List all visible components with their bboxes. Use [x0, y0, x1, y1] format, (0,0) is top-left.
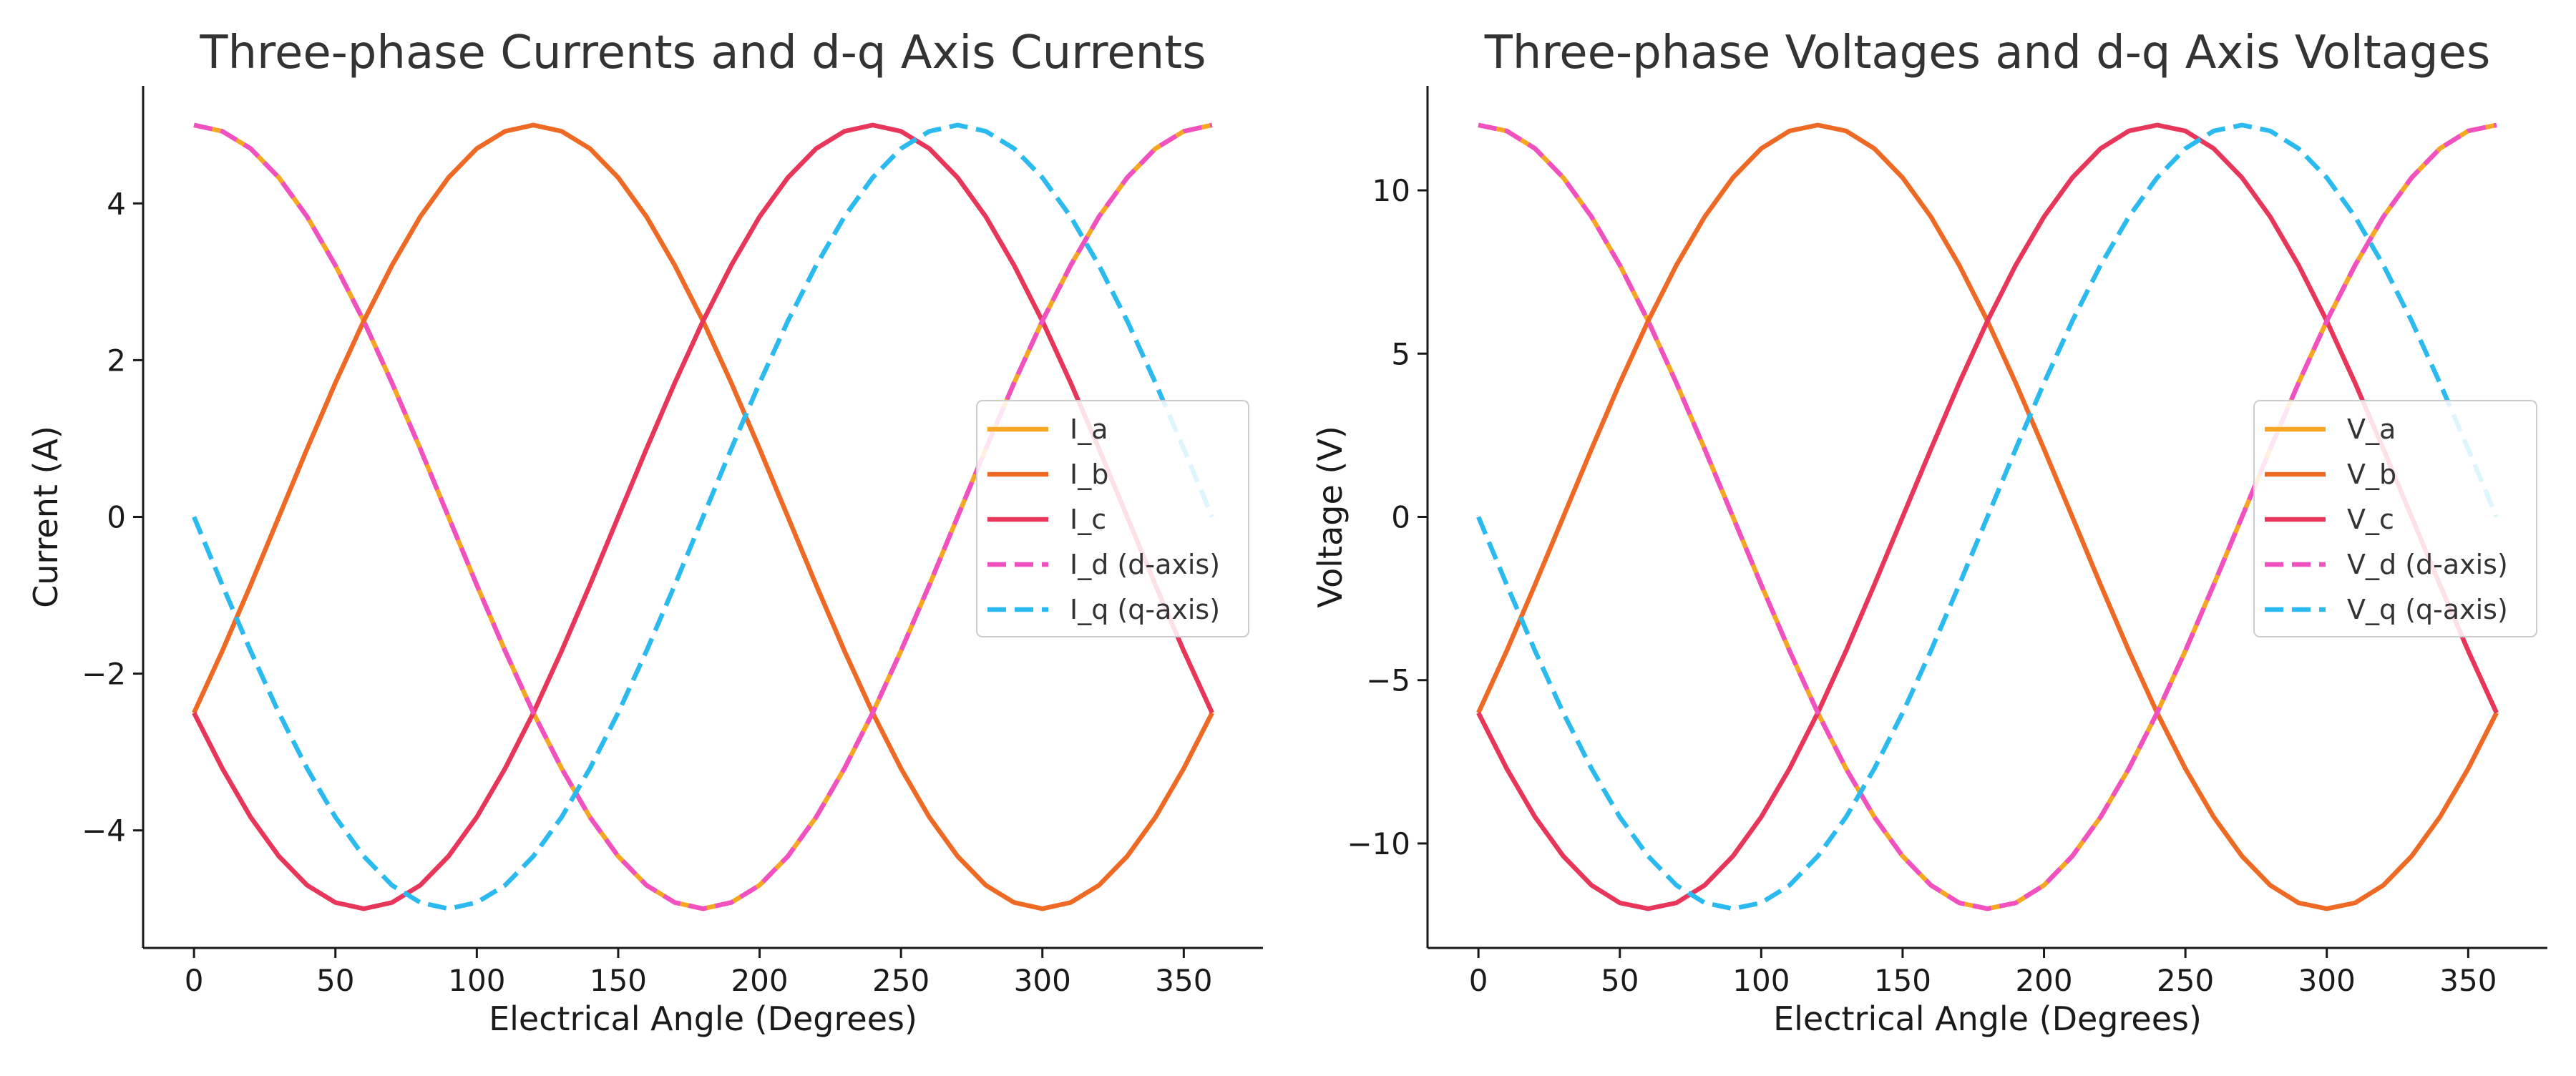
- legend-label: V_q (q-axis): [2347, 594, 2508, 625]
- x-tick-label: 200: [731, 963, 788, 998]
- x-tick-label: 50: [1601, 963, 1639, 998]
- x-ticks: 0 50 100 150 200 250 300 350: [1469, 948, 2497, 998]
- x-tick-label: 100: [1732, 963, 1790, 998]
- y-tick-label: −10: [1347, 826, 1410, 861]
- legend-label: V_c: [2347, 504, 2394, 535]
- legend-label: I_q (q-axis): [1070, 594, 1220, 625]
- y-tick-label: 0: [1391, 500, 1410, 535]
- series-line-v-q: [1476, 122, 2499, 911]
- legend-label: I_a: [1070, 414, 1108, 445]
- x-tick-label: 0: [1469, 963, 1488, 998]
- x-ticks: 0 50 100 150 200 250 300 350: [185, 948, 1212, 998]
- legend-label: V_b: [2347, 459, 2396, 490]
- legend-label: I_c: [1070, 504, 1106, 535]
- legend-box: [2253, 400, 2537, 637]
- series-line-v-d: [1478, 122, 2497, 911]
- y-tick-label: −2: [82, 657, 126, 692]
- y-tick-label: 4: [107, 186, 126, 221]
- x-tick-label: 300: [2298, 963, 2356, 998]
- x-tick-label: 150: [1874, 963, 1931, 998]
- y-tick-label: 5: [1391, 336, 1410, 371]
- y-tick-label: 2: [107, 343, 126, 378]
- legend-label: V_a: [2347, 414, 2396, 445]
- series-line-i-q: [192, 122, 1214, 911]
- x-tick-label: 250: [2157, 963, 2214, 998]
- voltages-chart: Three-phase Voltages and d-q Axis Voltag…: [1311, 26, 2547, 1038]
- legend-label: V_d (d-axis): [2347, 549, 2508, 580]
- x-tick-label: 250: [872, 963, 930, 998]
- x-tick-label: 350: [1155, 963, 1212, 998]
- series-line-i-d: [193, 122, 1213, 911]
- x-tick-label: 50: [316, 963, 354, 998]
- y-ticks: −4 −2 0 2 4: [82, 186, 143, 848]
- legend: V_a V_b V_c V_d (d-axis) V_q (q-axis): [2253, 400, 2537, 637]
- x-tick-label: 100: [448, 963, 505, 998]
- chart-title: Three-phase Voltages and d-q Axis Voltag…: [1484, 26, 2491, 79]
- legend-box: [976, 400, 1249, 637]
- x-tick-label: 0: [185, 963, 204, 998]
- legend-label: I_b: [1070, 459, 1108, 490]
- x-tick-label: 300: [1014, 963, 1071, 998]
- x-axis-label: Electrical Angle (Degrees): [489, 999, 917, 1038]
- x-tick-label: 150: [590, 963, 647, 998]
- x-tick-label: 200: [2015, 963, 2072, 998]
- y-tick-label: −5: [1366, 663, 1410, 698]
- y-tick-label: −4: [82, 813, 126, 848]
- x-tick-label: 350: [2439, 963, 2497, 998]
- legend-label: I_d (d-axis): [1070, 549, 1220, 580]
- y-axis-label: Current (A): [26, 426, 65, 608]
- currents-chart: Three-phase Currents and d-q Axis Curren…: [26, 26, 1263, 1038]
- y-ticks: −10 −5 0 5 10: [1347, 173, 1428, 861]
- series-lines: [1476, 122, 2499, 911]
- x-axis-label: Electrical Angle (Degrees): [1773, 999, 2202, 1038]
- y-tick-label: 10: [1372, 173, 1410, 208]
- y-tick-label: 0: [107, 500, 126, 535]
- y-axis-label: Voltage (V): [1311, 426, 1350, 608]
- legend: I_a I_b I_c I_d (d-axis) I_q (q-axis): [976, 400, 1249, 637]
- chart-title: Three-phase Currents and d-q Axis Curren…: [199, 26, 1206, 79]
- series-lines: [192, 122, 1214, 911]
